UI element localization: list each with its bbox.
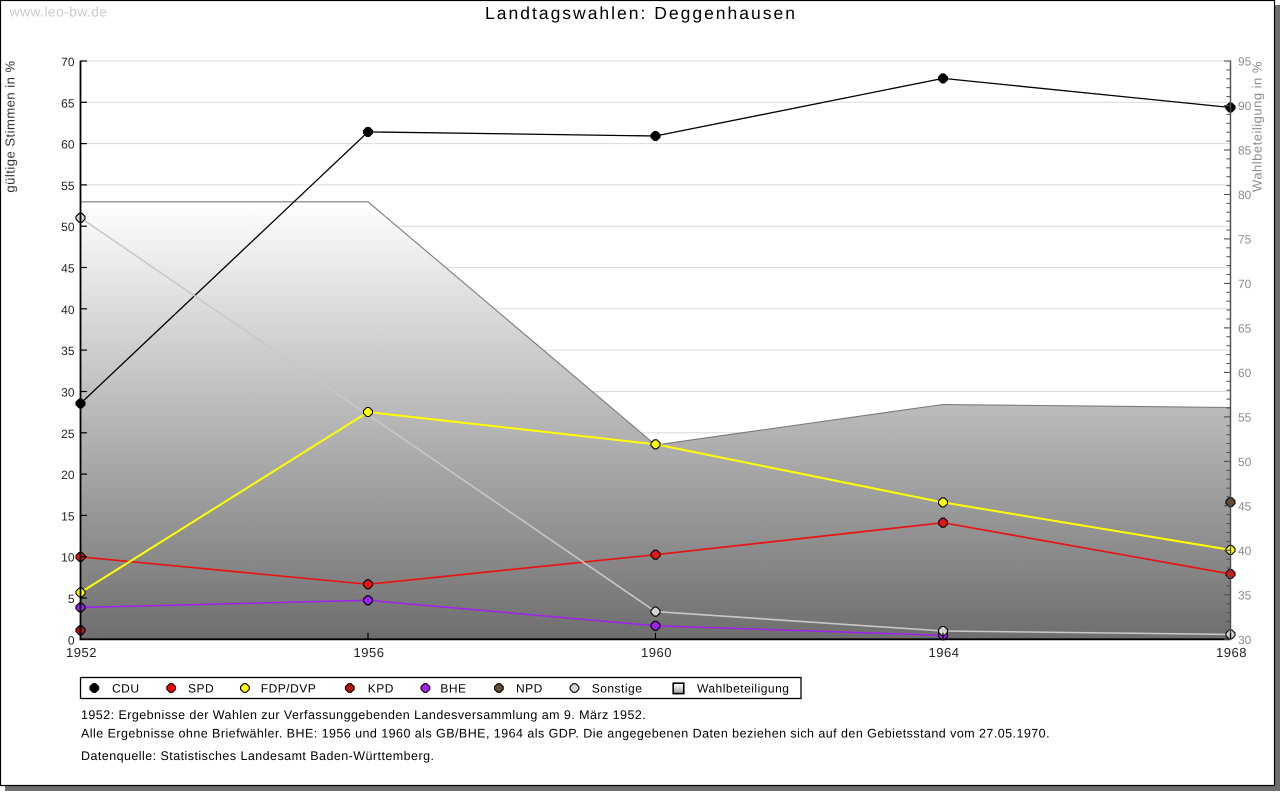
svg-text:60: 60 [61,138,75,152]
svg-text:15: 15 [61,509,75,523]
svg-text:70: 70 [61,55,75,69]
svg-text:55: 55 [1238,410,1252,424]
svg-text:www.leo-bw.de: www.leo-bw.de [9,4,108,20]
svg-text:KPD: KPD [368,682,394,696]
svg-text:45: 45 [1238,499,1252,513]
svg-text:35: 35 [1238,588,1252,602]
svg-text:Alle Ergebnisse ohne Briefwähl: Alle Ergebnisse ohne Briefwähler. BHE: 1… [81,727,1050,741]
svg-text:85: 85 [1238,144,1252,158]
svg-text:1952: Ergebnisse der Wahlen zu: 1952: Ergebnisse der Wahlen zur Verfassu… [81,708,646,722]
svg-text:gültige Stimmen in %: gültige Stimmen in % [3,60,18,192]
svg-text:CDU: CDU [112,682,140,696]
svg-text:60: 60 [1238,366,1252,380]
svg-text:55: 55 [61,179,75,193]
svg-text:70: 70 [1238,277,1252,291]
svg-text:1960: 1960 [641,645,672,660]
svg-text:1964: 1964 [929,645,960,660]
svg-text:1952: 1952 [66,645,97,660]
svg-text:75: 75 [1238,232,1252,246]
svg-text:Datenquelle: Statistisches Lan: Datenquelle: Statistisches Landesamt Bad… [81,749,434,763]
svg-text:10: 10 [61,551,75,565]
svg-text:30: 30 [1238,633,1252,647]
svg-text:90: 90 [1238,99,1252,113]
svg-text:95: 95 [1238,55,1252,69]
svg-text:20: 20 [61,468,75,482]
svg-text:1968: 1968 [1216,645,1247,660]
svg-text:50: 50 [1238,455,1252,469]
svg-text:45: 45 [61,262,75,276]
svg-text:Wahlbeteiligung: Wahlbeteiligung [697,682,789,696]
svg-text:NPD: NPD [516,682,543,696]
svg-text:BHE: BHE [440,682,466,696]
svg-text:65: 65 [1238,321,1252,335]
svg-text:40: 40 [1238,544,1252,558]
svg-text:35: 35 [61,344,75,358]
svg-text:SPD: SPD [188,682,214,696]
svg-text:50: 50 [61,220,75,234]
svg-text:Sonstige: Sonstige [592,682,643,696]
svg-text:0: 0 [68,633,75,647]
svg-text:5: 5 [68,592,75,606]
svg-text:25: 25 [61,427,75,441]
svg-text:65: 65 [61,96,75,110]
svg-text:Wahlbeteiligung in %: Wahlbeteiligung in % [1250,61,1265,192]
svg-text:FDP/DVP: FDP/DVP [261,682,317,696]
svg-text:30: 30 [61,386,75,400]
svg-text:40: 40 [61,303,75,317]
svg-text:1956: 1956 [354,645,385,660]
svg-text:80: 80 [1238,188,1252,202]
svg-text:Landtagswahlen: Deggenhausen: Landtagswahlen: Deggenhausen [485,3,797,23]
